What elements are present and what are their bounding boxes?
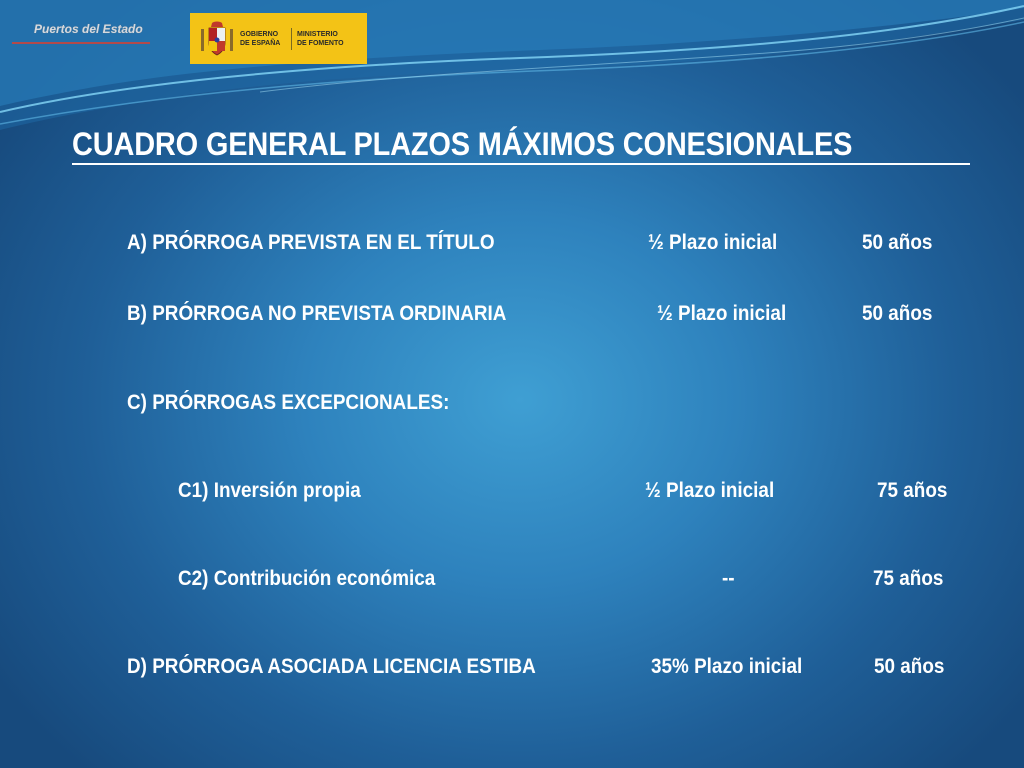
logo-divider bbox=[291, 28, 292, 50]
row-d-label: D) PRÓRROGA ASOCIADA LICENCIA ESTIBA bbox=[127, 655, 536, 678]
row-c2-plazo: -- bbox=[722, 567, 735, 590]
puertos-del-estado-logo: Puertos del Estado bbox=[12, 22, 150, 50]
row-a-label: A) PRÓRROGA PREVISTA EN EL TÍTULO bbox=[127, 231, 495, 254]
row-d-max: 50 años bbox=[874, 655, 945, 678]
row-b-plazo: ½ Plazo inicial bbox=[657, 302, 787, 325]
row-c1-label: C1) Inversión propia bbox=[178, 479, 361, 502]
row-c2-label: C2) Contribución económica bbox=[178, 567, 436, 590]
row-b-max: 50 años bbox=[862, 302, 933, 325]
ministerio-line-2: DE FOMENTO bbox=[297, 40, 344, 47]
row-c2-max: 75 años bbox=[873, 567, 944, 590]
ministerio-text: MINISTERIO DE FOMENTO bbox=[297, 30, 344, 48]
row-c1-plazo: ½ Plazo inicial bbox=[645, 479, 775, 502]
gobierno-line-1: GOBIERNO bbox=[240, 31, 279, 38]
puertos-logo-text: Puertos del Estado bbox=[34, 22, 143, 36]
row-a-plazo: ½ Plazo inicial bbox=[648, 231, 778, 254]
row-d-plazo: 35% Plazo inicial bbox=[651, 655, 803, 678]
coat-of-arms-icon bbox=[201, 21, 233, 56]
row-c1-max: 75 años bbox=[877, 479, 948, 502]
row-b-label: B) PRÓRROGA NO PREVISTA ORDINARIA bbox=[127, 302, 507, 325]
puertos-logo-underline bbox=[12, 42, 150, 44]
gobierno-line-2: DE ESPAÑA bbox=[240, 40, 281, 47]
title-underline bbox=[72, 163, 970, 165]
row-a-max: 50 años bbox=[862, 231, 933, 254]
row-c-label: C) PRÓRROGAS EXCEPCIONALES: bbox=[127, 391, 450, 414]
header-waves bbox=[0, 0, 1024, 130]
ministerio-line-1: MINISTERIO bbox=[297, 31, 338, 38]
gobierno-text: GOBIERNO DE ESPAÑA bbox=[240, 30, 280, 48]
slide-title: CUADRO GENERAL PLAZOS MÁXIMOS CONESIONAL… bbox=[72, 126, 853, 162]
gobierno-espana-logo: GOBIERNO DE ESPAÑA MINISTERIO DE FOMENTO bbox=[190, 13, 367, 64]
